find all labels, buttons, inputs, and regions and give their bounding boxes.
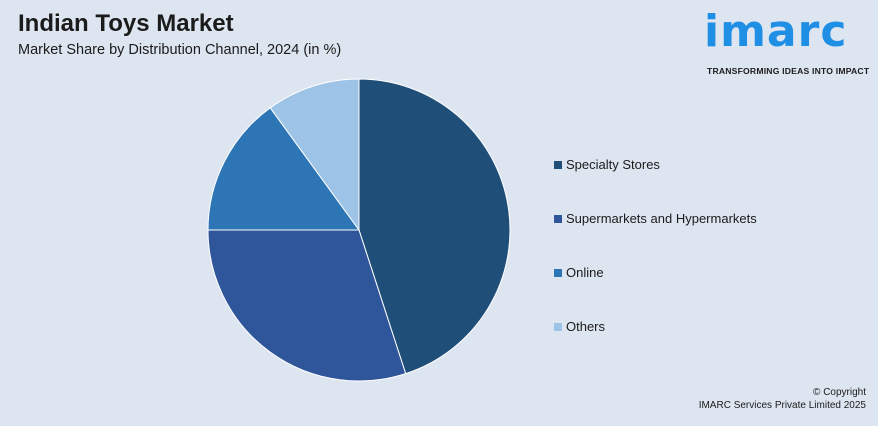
copyright-company: IMARC Services Private Limited 2025	[698, 400, 866, 411]
pie-slice-others	[269, 78, 360, 232]
legend-label: Supermarkets and Hypermarkets	[566, 211, 757, 226]
legend-item-others: Others	[554, 319, 605, 334]
copyright-notice: © Copyright IMARC Services Private Limit…	[699, 386, 866, 412]
chart-subtitle: Market Share by Distribution Channel, 20…	[18, 42, 342, 58]
chart-title: Indian Toys Market	[18, 10, 234, 37]
pie-slice-supermarkets-and-hypermarkets	[207, 229, 407, 382]
legend-label: Online	[566, 265, 604, 280]
logo-tagline: TRANSFORMING IDEAS INTO IMPACT	[707, 66, 870, 76]
legend-label: Specialty Stores	[566, 157, 660, 172]
legend-swatch	[554, 160, 562, 169]
legend-swatch	[554, 214, 562, 223]
legend-swatch	[554, 268, 562, 277]
legend-item-specialty-stores: Specialty Stores	[554, 157, 660, 172]
pie-slice-online	[207, 107, 360, 231]
imarc-logo: imarc TRANSFORMING IDEAS INTO IMPACT	[700, 6, 872, 82]
copyright-line: © Copyright	[813, 387, 866, 398]
legend-item-online: Online	[554, 265, 604, 280]
legend-label: Others	[566, 319, 606, 334]
pie-slice-specialty-stores	[358, 78, 511, 375]
legend-item-supermarkets: Supermarkets and Hypermarkets	[554, 211, 757, 226]
legend-swatch	[554, 322, 562, 331]
logo-wordmark: imarc	[704, 6, 848, 57]
